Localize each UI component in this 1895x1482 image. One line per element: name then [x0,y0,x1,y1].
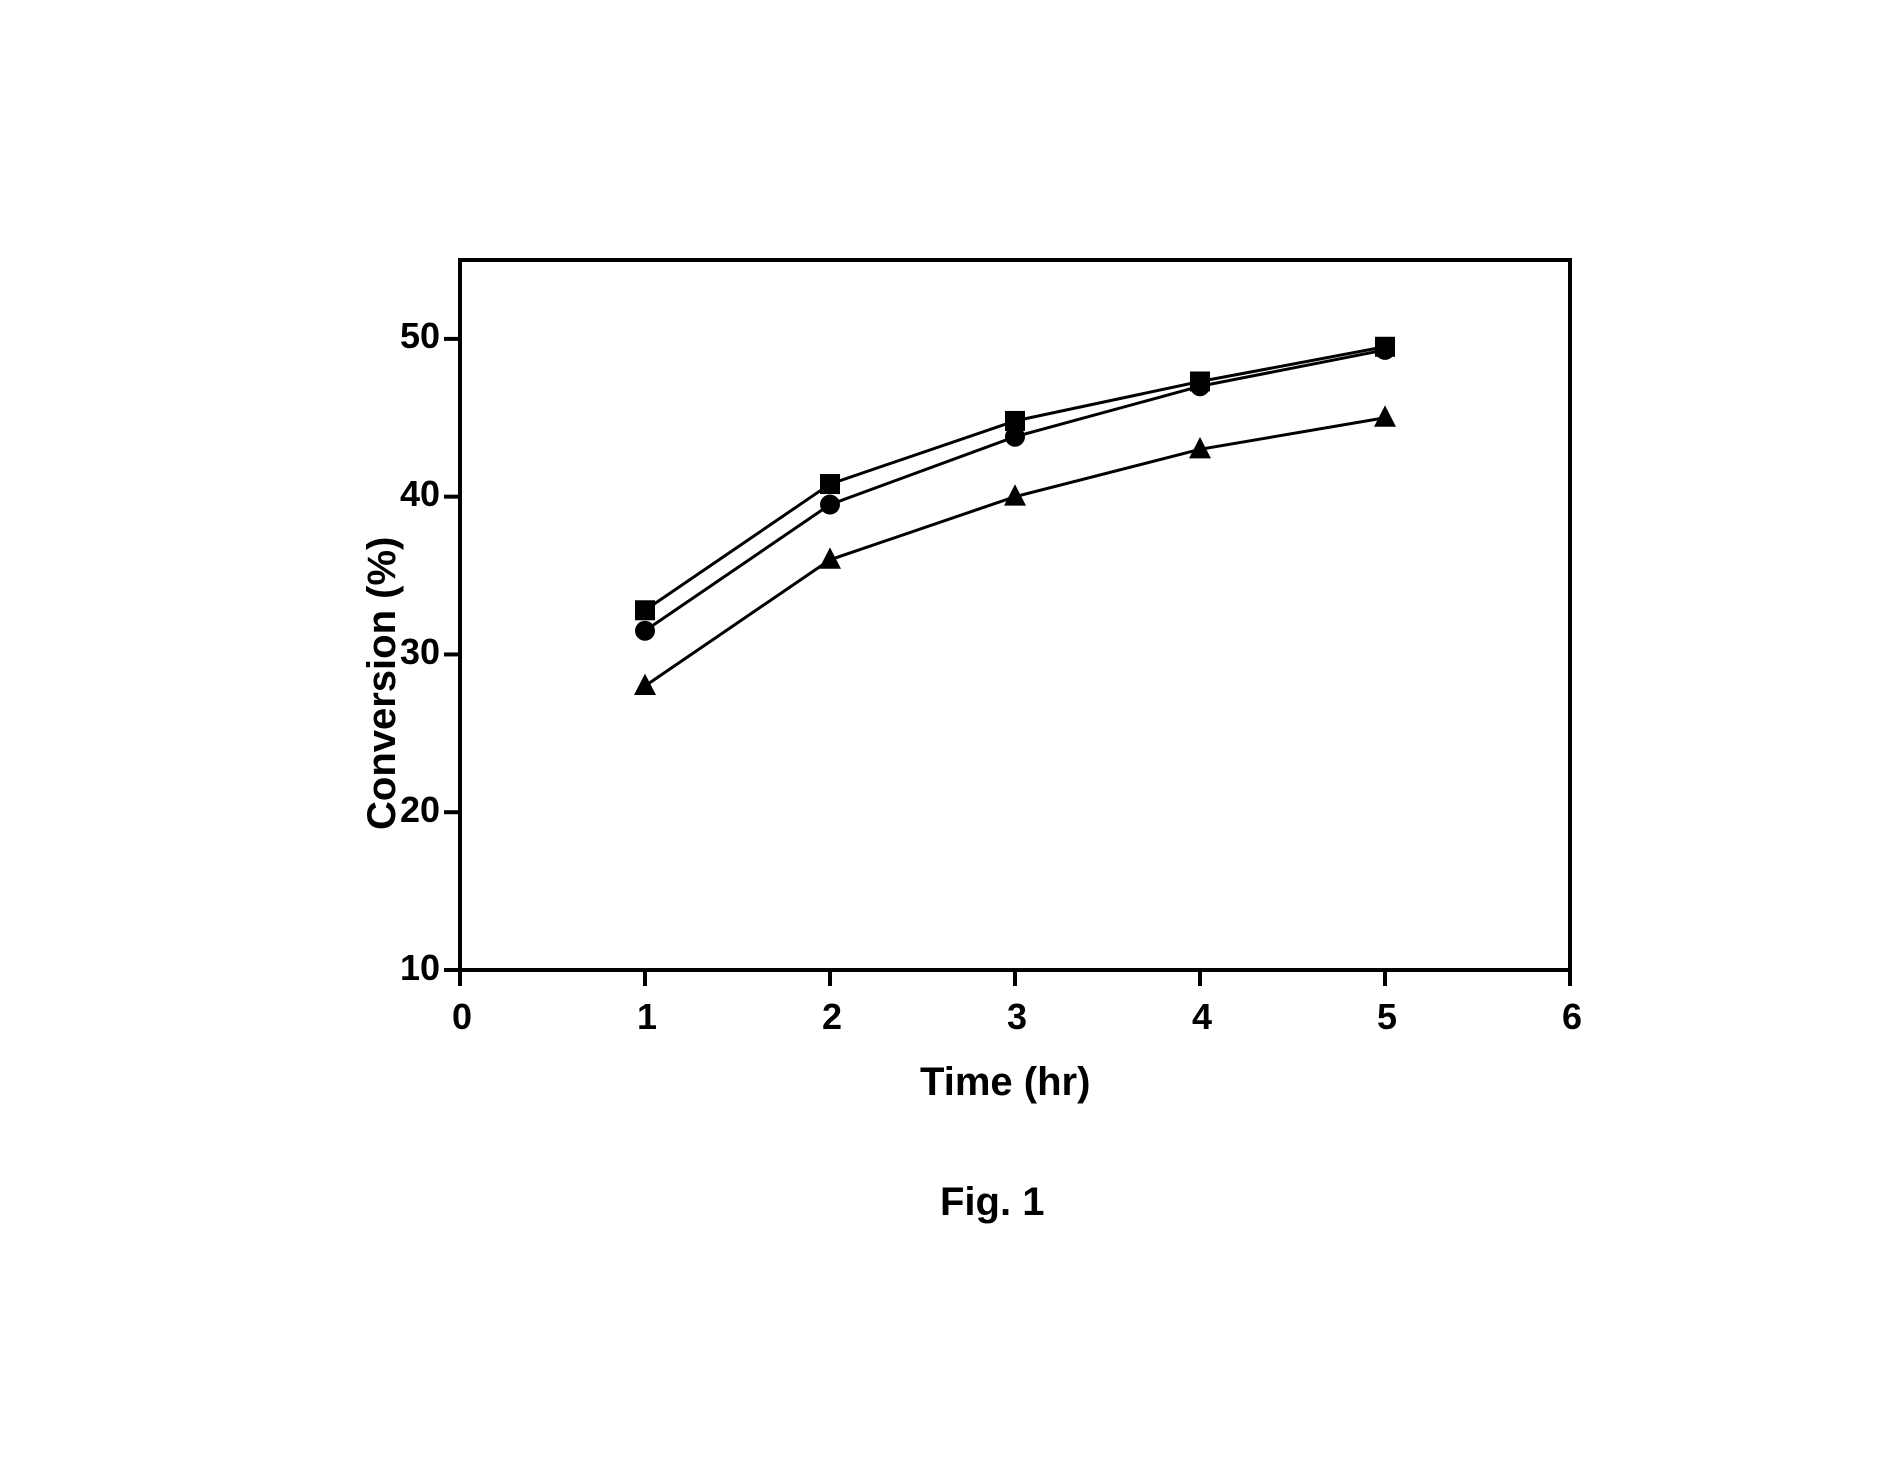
x-axis-label: Time (hr) [920,1060,1090,1105]
ytick-50: 50 [400,315,440,357]
ytick-30: 30 [400,631,440,673]
series-circle-marker [1005,427,1025,447]
series-square-marker [635,600,655,620]
ytick-10: 10 [400,947,440,989]
xtick-6: 6 [1562,996,1582,1038]
xtick-2: 2 [822,996,842,1038]
ytick-20: 20 [400,789,440,831]
series-triangle-marker [634,674,656,695]
series-triangle-line [645,418,1385,686]
ytick-40: 40 [400,473,440,515]
series-square-marker [820,474,840,494]
conversion-vs-time-chart [0,0,1895,1482]
xtick-0: 0 [452,996,472,1038]
page: Conversion (%) Time (hr) Fig. 1 50 40 30… [0,0,1895,1482]
figure-caption: Fig. 1 [940,1180,1044,1225]
y-axis-label: Conversion (%) [360,537,405,830]
series-square-line [645,347,1385,610]
series-circle-marker [820,495,840,515]
plot-frame [460,260,1570,970]
xtick-5: 5 [1377,996,1397,1038]
series-circle-marker [1190,376,1210,396]
series-circle-marker [1375,340,1395,360]
xtick-1: 1 [637,996,657,1038]
series-triangle-marker [1374,405,1396,426]
xtick-4: 4 [1192,996,1212,1038]
series-circle-marker [635,621,655,641]
xtick-3: 3 [1007,996,1027,1038]
